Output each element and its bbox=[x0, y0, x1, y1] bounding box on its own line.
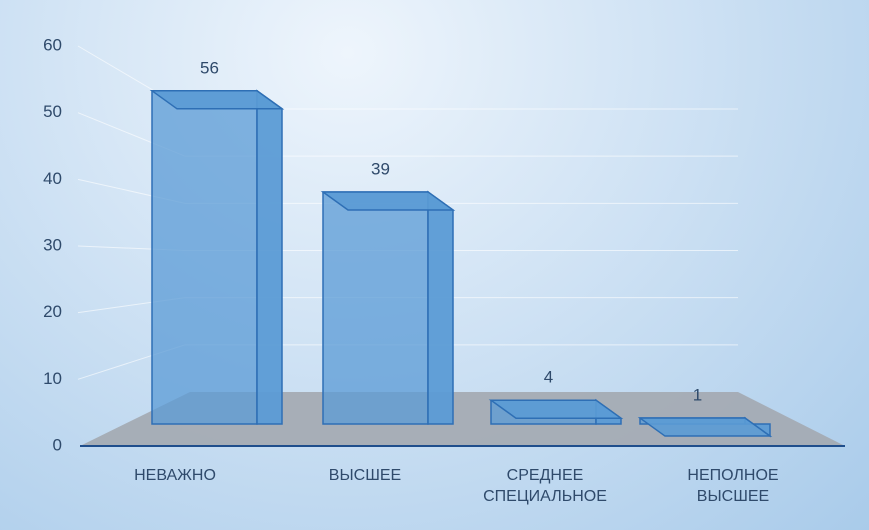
value-label: 39 bbox=[371, 159, 390, 178]
x-tick-label: НЕВАЖНО bbox=[134, 467, 216, 484]
bar-top bbox=[149, 90, 285, 110]
value-label: 56 bbox=[200, 58, 219, 77]
bar bbox=[149, 89, 285, 425]
y-tick-label: 60 bbox=[43, 35, 62, 54]
x-tick-label: ВЫСШЕЕ bbox=[328, 467, 402, 484]
y-tick-label: 20 bbox=[43, 302, 62, 321]
y-tick-label: 30 bbox=[43, 235, 62, 254]
bar-front bbox=[322, 191, 429, 425]
bar bbox=[320, 190, 456, 425]
bar-top bbox=[637, 417, 773, 437]
bar-side bbox=[427, 190, 454, 425]
y-tick-label: 0 bbox=[53, 435, 62, 454]
y-tick-label: 40 bbox=[43, 169, 62, 188]
y-tick-label: 10 bbox=[43, 369, 62, 388]
value-label: 4 bbox=[544, 368, 553, 387]
x-tick-label: СРЕДНЕЕ СПЕЦИАЛЬНОЕ bbox=[483, 467, 607, 505]
value-label: 1 bbox=[693, 386, 702, 405]
bar bbox=[637, 416, 773, 438]
x-tick-label: НЕПОЛНОЕ ВЫСШЕЕ bbox=[687, 467, 779, 505]
bar-side bbox=[256, 89, 283, 425]
bar bbox=[488, 398, 624, 425]
bar-top bbox=[320, 191, 456, 211]
y-tick-label: 50 bbox=[43, 102, 62, 121]
bar-top bbox=[488, 399, 624, 419]
bar-front bbox=[151, 90, 258, 425]
